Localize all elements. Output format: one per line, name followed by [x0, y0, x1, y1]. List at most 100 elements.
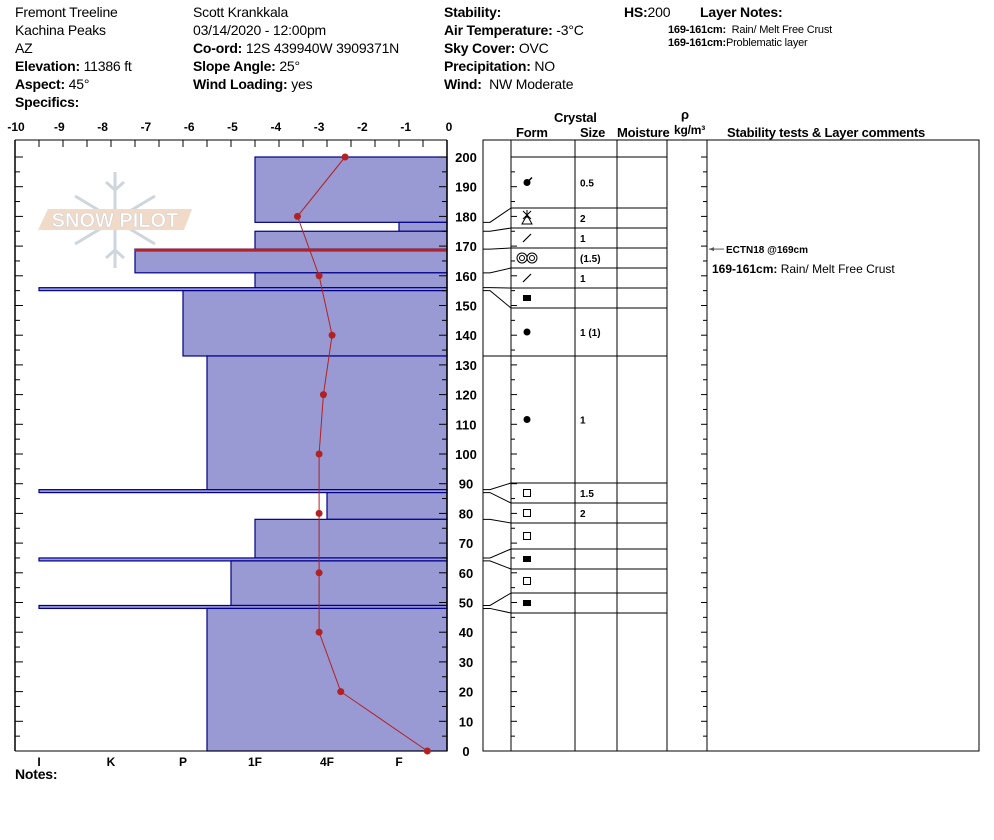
layer-note: 169-161cm: Rain/ Melt Free Crust	[668, 24, 832, 36]
hardness-tick-label: 4F	[320, 755, 334, 769]
crystal-size: 2	[580, 509, 586, 520]
comments-header: Stability tests & Layer comments	[727, 125, 926, 140]
specifics-label: Specifics:	[15, 94, 80, 110]
crystal-size: 1	[580, 416, 586, 427]
faceted-icon	[523, 489, 531, 497]
hs: HS:200	[624, 4, 670, 20]
crystal-header: Crystal	[554, 110, 597, 125]
triangle	[521, 213, 533, 225]
coord-label: Co-ord:	[193, 40, 243, 56]
temperature-tick-label: -3	[314, 120, 325, 134]
depth-tick-label: 190	[455, 180, 477, 195]
temperature-point	[423, 747, 431, 755]
hardness-tick-label: I	[37, 755, 40, 769]
sky-value: OVC	[518, 40, 549, 56]
ring	[529, 255, 535, 261]
temperature-tick-label: -7	[141, 120, 152, 134]
wind-loading-value: yes	[291, 76, 313, 92]
depth-tick-label: 100	[455, 447, 477, 462]
density-symbol: ρ	[681, 107, 689, 122]
temperature-tick-label: -10	[7, 120, 25, 134]
datetime: 03/14/2020 - 12:00pm	[193, 22, 326, 38]
coord-value: 12S 439940W 3909371N	[245, 40, 400, 56]
air-temp-value: -3°C	[556, 22, 584, 38]
state: AZ	[15, 40, 33, 56]
box	[523, 556, 531, 562]
depth-tick-label: 60	[459, 566, 473, 581]
hardness-bar	[254, 272, 448, 289]
hardness-bar	[398, 221, 448, 232]
layer-note-text: Problematic layer	[725, 37, 808, 49]
slash	[524, 176, 533, 186]
depth-tick-label: 90	[459, 477, 473, 492]
depth-tick-label: 110	[456, 417, 477, 432]
hardness-tick-label: K	[107, 755, 116, 769]
hardness-tick-label: P	[179, 755, 187, 769]
sky-cover: Sky Cover: OVC	[444, 40, 549, 56]
hardness-tick-label: 1F	[248, 755, 262, 769]
faceted-icon	[523, 577, 531, 585]
temperature-tick-label: -4	[270, 120, 281, 134]
size-header: Size	[580, 125, 606, 140]
depth-tick-label: 150	[455, 299, 477, 314]
depth-tick-label: 50	[459, 596, 473, 611]
box	[523, 532, 531, 540]
hardness-bar	[254, 230, 448, 250]
depth-tick-label: 130	[455, 358, 477, 373]
depth-tick-label: 40	[459, 625, 473, 640]
hardness-bar	[134, 248, 448, 274]
hardness-bar	[230, 560, 448, 607]
precip-value: NO	[534, 58, 555, 74]
sky-label: Sky Cover:	[444, 40, 516, 56]
air-temp-label: Air Temperature:	[444, 22, 553, 38]
dot	[523, 328, 531, 336]
hardness-bar	[326, 492, 448, 520]
faceted-icon	[523, 532, 531, 540]
precip-label: Precipitation:	[444, 58, 531, 74]
depth-tick-label: 30	[459, 655, 473, 670]
layer-table-frame	[482, 139, 980, 752]
ice-icon	[523, 295, 531, 301]
layer-comment-text: Rain/ Melt Free Crust	[781, 262, 896, 276]
box	[523, 295, 531, 301]
depth-tick-label: 160	[455, 269, 477, 284]
faceted-icon	[523, 509, 531, 517]
hardness-tick-label: F	[395, 755, 402, 769]
temperature-point	[315, 509, 323, 517]
slope-value: 25°	[279, 58, 300, 74]
slash	[522, 233, 532, 243]
temperature-point	[319, 391, 327, 399]
elevation: Elevation: 11386 ft	[15, 58, 132, 74]
crystal-size: 0.5	[580, 179, 594, 190]
slope: Slope Angle: 25°	[193, 58, 300, 74]
snowpilot-logo: SNOW PILOT	[38, 172, 192, 268]
air-temp: Air Temperature: -3°C	[444, 22, 584, 38]
temperature-tick-label: -6	[184, 120, 195, 134]
ice-icon	[523, 600, 531, 606]
range: Kachina Peaks	[15, 22, 106, 38]
depth-connector	[483, 267, 512, 274]
aspect-value: 45°	[68, 76, 90, 92]
observer: Scott Krankkala	[193, 4, 289, 20]
ice-icon	[523, 556, 531, 562]
layer-note-range: 169-161cm:	[668, 37, 726, 49]
box	[523, 600, 531, 606]
svg-text:SNOW PILOT: SNOW PILOT	[52, 210, 179, 232]
temperature-tick-label: -8	[97, 120, 108, 134]
location: Fremont Treeline	[15, 4, 118, 20]
depth-connector	[483, 518, 512, 524]
layer-note: 169-161cm:Problematic layer	[668, 37, 808, 49]
asterisk	[522, 210, 532, 220]
temperature-point	[341, 153, 349, 161]
elevation-value: 11386 ft	[83, 58, 132, 74]
crystal-size: 1	[580, 234, 586, 245]
depth-connector	[483, 227, 512, 232]
ring	[519, 255, 525, 261]
temperature-tick-label: 0	[446, 120, 453, 134]
ring	[526, 252, 538, 264]
melt-cluster-icon	[516, 252, 538, 264]
temperature-point	[328, 331, 336, 339]
elevation-label: Elevation:	[15, 58, 80, 74]
